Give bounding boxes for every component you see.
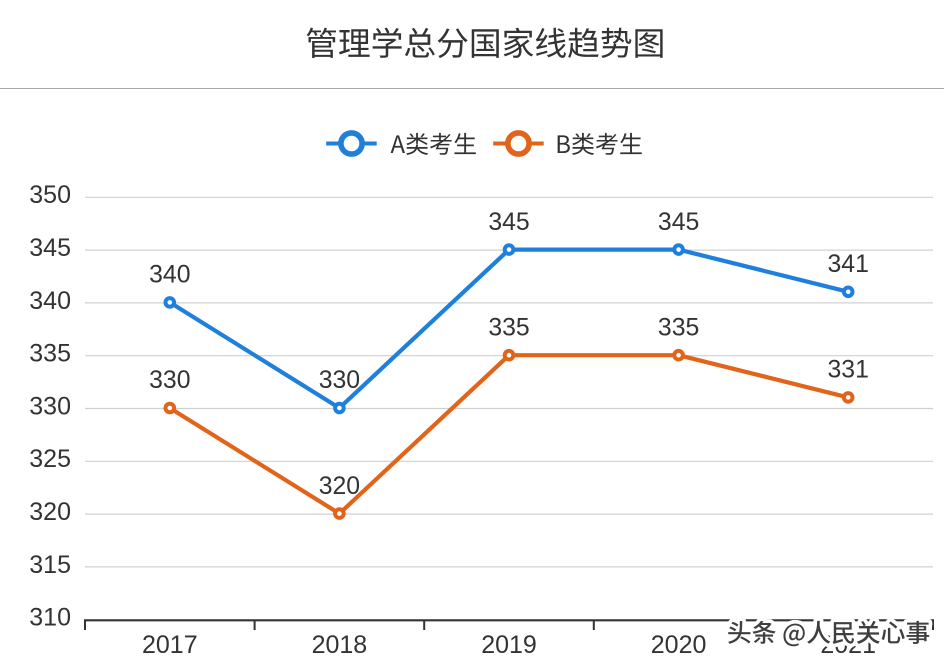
svg-text:330: 330 (29, 392, 71, 420)
svg-text:331: 331 (828, 357, 869, 384)
svg-text:330: 330 (319, 367, 360, 394)
svg-text:345: 345 (658, 209, 699, 236)
svg-text:2017: 2017 (142, 631, 198, 659)
svg-text:340: 340 (29, 287, 71, 315)
svg-text:350: 350 (29, 181, 71, 209)
svg-text:320: 320 (29, 498, 71, 526)
svg-text:341: 341 (828, 251, 869, 278)
svg-text:310: 310 (29, 604, 71, 632)
svg-text:325: 325 (29, 445, 71, 473)
svg-text:335: 335 (488, 314, 529, 341)
svg-text:335: 335 (29, 340, 71, 368)
svg-text:335: 335 (658, 314, 699, 341)
svg-text:345: 345 (488, 209, 529, 236)
svg-text:340: 340 (149, 262, 190, 289)
svg-text:345: 345 (29, 234, 71, 262)
svg-text:320: 320 (319, 473, 360, 500)
svg-text:2020: 2020 (651, 631, 707, 659)
svg-text:315: 315 (29, 551, 71, 579)
svg-text:2019: 2019 (481, 631, 537, 659)
svg-text:2018: 2018 (312, 631, 368, 659)
svg-text:330: 330 (149, 367, 190, 394)
